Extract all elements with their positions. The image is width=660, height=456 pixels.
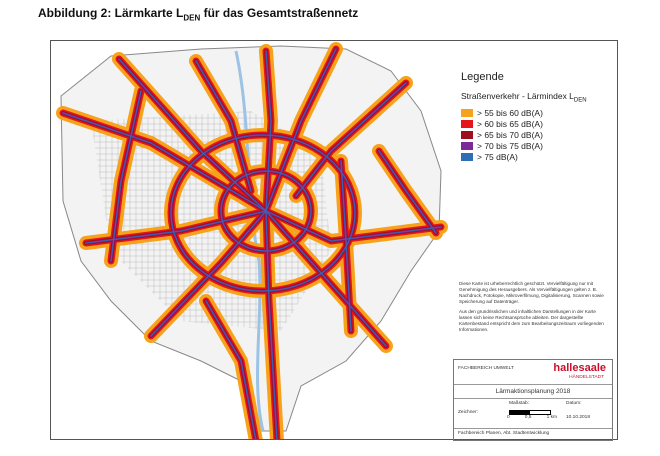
scale-tick: 0,5 xyxy=(524,415,532,420)
legend-label: > 60 bis 65 dB(A) xyxy=(477,119,543,130)
drawn-label: Zeichner: xyxy=(458,410,478,415)
note-paragraph: Diese Karte ist urheberrechtlich geschüt… xyxy=(459,281,604,304)
noise-map xyxy=(51,41,617,439)
legend-subtitle-text: Straßenverkehr - Lärmindex L xyxy=(461,91,574,101)
logo: hallesaale xyxy=(553,362,606,374)
legend-item: > 70 bis 75 dB(A) xyxy=(461,141,611,152)
department: FACHBEREICH UMWELT xyxy=(458,366,514,371)
legend-label: > 75 dB(A) xyxy=(477,152,518,163)
legend-subtitle: Straßenverkehr - Lärmindex LDEN xyxy=(461,91,611,104)
legend-swatch xyxy=(461,131,473,140)
title-text: Abbildung 2: Lärmkarte L xyxy=(38,6,184,20)
legend-item: > 75 dB(A) xyxy=(461,152,611,163)
legend-label: > 70 bis 75 dB(A) xyxy=(477,141,543,152)
footer: Fachbereich Planen, Abt. Stadtentwicklun… xyxy=(458,431,550,436)
note-paragraph: Aus den grundrisslichen und inhaltlichen… xyxy=(459,309,604,332)
legend-label: > 55 bis 60 dB(A) xyxy=(477,108,543,119)
notes: Diese Karte ist urheberrechtlich geschüt… xyxy=(459,281,609,337)
legend-item: > 55 bis 60 dB(A) xyxy=(461,108,611,119)
figure-title: Abbildung 2: Lärmkarte LDEN für das Gesa… xyxy=(38,6,358,22)
river xyxy=(234,50,265,432)
title-subscript: DEN xyxy=(183,13,201,23)
scale-label: Maßstab: xyxy=(509,401,529,406)
scale-bar xyxy=(509,410,551,415)
legend-swatch xyxy=(461,120,473,129)
logo-tagline: HÄNDELSTADT xyxy=(569,375,604,380)
legend-item: > 60 bis 65 dB(A) xyxy=(461,119,611,130)
date: 10.10.2018 xyxy=(566,415,591,420)
map-frame: Legende Straßenverkehr - Lärmindex LDEN … xyxy=(50,40,618,441)
legend-swatch xyxy=(461,109,473,118)
title-suffix: für das Gesamtstraßennetz xyxy=(200,6,359,20)
title-block: FACHBEREICH UMWELT hallesaale HÄNDELSTAD… xyxy=(453,359,613,441)
legend-heading: Legende xyxy=(461,71,504,83)
legend-swatch xyxy=(461,142,473,151)
legend-item: > 65 bis 70 dB(A) xyxy=(461,130,611,141)
legend-items: > 55 bis 60 dB(A) > 60 bis 65 dB(A) > 65 b… xyxy=(461,108,611,163)
legend-swatch xyxy=(461,153,473,162)
project: Lärmaktionsplanung 2018 xyxy=(495,388,571,395)
date-label: Datum: xyxy=(566,401,582,406)
scale-tick: 1 km xyxy=(546,415,557,420)
legend-label: > 65 bis 70 dB(A) xyxy=(477,130,543,141)
legend-subscript: DEN xyxy=(573,97,587,104)
scale-tick: 0 xyxy=(507,415,510,420)
scale-ticks: 0 0,5 1 km xyxy=(507,415,557,420)
legend: Legende Straßenverkehr - Lärmindex LDEN … xyxy=(461,71,611,163)
